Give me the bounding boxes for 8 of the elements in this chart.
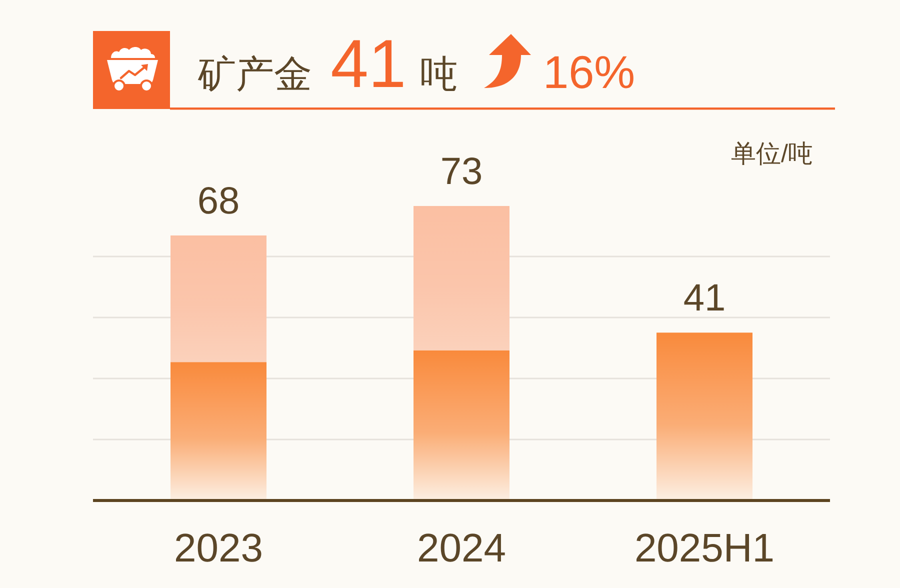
annotation: 41	[683, 278, 726, 320]
xtick: 2023	[174, 526, 263, 570]
ylabel: 单位/吨	[731, 140, 813, 168]
annotation: 68	[197, 180, 240, 222]
xtick: 2025H1	[634, 526, 775, 570]
annotation: 16%	[543, 46, 636, 98]
annotation: 73	[440, 151, 483, 193]
xtick: 2024	[417, 526, 506, 570]
